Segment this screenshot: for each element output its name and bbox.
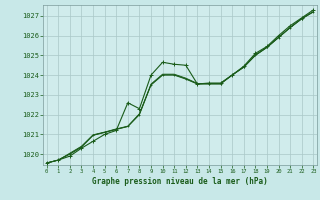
- X-axis label: Graphe pression niveau de la mer (hPa): Graphe pression niveau de la mer (hPa): [92, 177, 268, 186]
